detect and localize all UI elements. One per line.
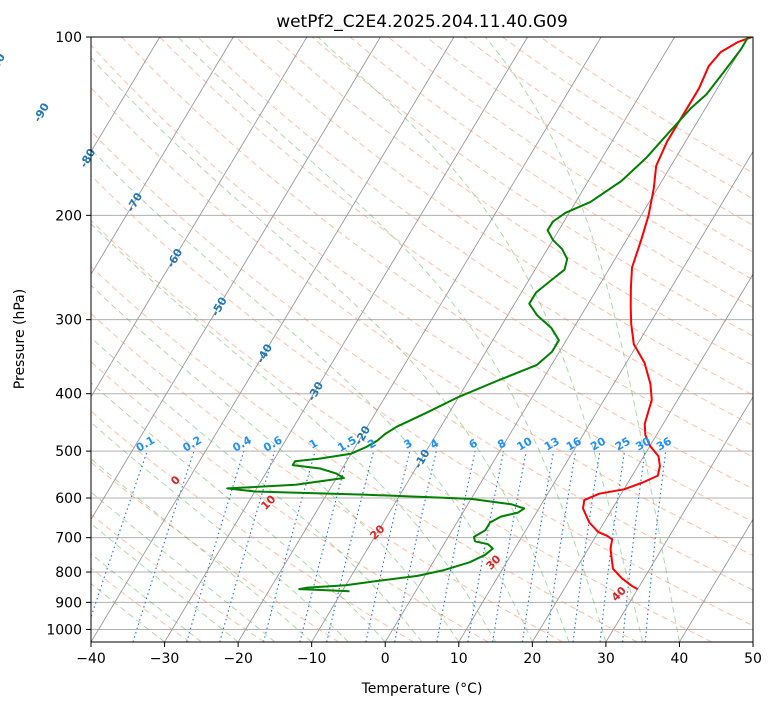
moist-adiabat-line bbox=[91, 421, 349, 642]
x-tick-label: 30 bbox=[597, 651, 615, 667]
y-tick-label: 100 bbox=[55, 30, 82, 46]
dry-adiabat-line bbox=[387, 37, 753, 281]
y-axis-ticks: 100 200 300 400 500 600 700 800 900 1000 bbox=[46, 30, 91, 638]
mixing-ratio-line bbox=[572, 451, 601, 642]
mixing-ratio-line bbox=[521, 451, 555, 642]
chart-title: wetPf2_C2E4.2025.204.11.40.G09 bbox=[276, 12, 568, 32]
moist-adiabat-line bbox=[91, 223, 497, 642]
moist-adiabat-line bbox=[317, 37, 644, 642]
y-tick-label: 300 bbox=[55, 313, 82, 329]
moist-adiabat-line bbox=[91, 56, 570, 642]
isotherm-line bbox=[91, 37, 381, 521]
isotherm-line bbox=[91, 37, 455, 642]
isotherm-line bbox=[384, 37, 749, 642]
mixing-ratio-line bbox=[436, 450, 476, 642]
plot-frame bbox=[90, 36, 754, 643]
dry-adiabat-lines bbox=[91, 37, 753, 642]
isotherm-line bbox=[458, 150, 753, 642]
mixing-ratio-line bbox=[467, 450, 505, 642]
y-tick-label: 800 bbox=[55, 565, 82, 581]
mixing-ratio-line bbox=[219, 450, 276, 642]
dry-adiabat-line bbox=[91, 44, 753, 523]
dry-adiabat-line bbox=[91, 513, 265, 642]
y-tick-label: 700 bbox=[55, 531, 82, 547]
moist-adiabat-line bbox=[91, 336, 423, 642]
x-axis-ticks: −40 −30 −20 −10 0 10 20 30 40 50 bbox=[76, 642, 762, 667]
isotherm-line bbox=[164, 37, 528, 642]
pressure-gridlines bbox=[91, 37, 753, 630]
y-tick-label: 400 bbox=[55, 387, 82, 403]
isotherm-line bbox=[91, 37, 234, 276]
mixing-ratio-line bbox=[91, 450, 148, 619]
x-tick-label: 20 bbox=[523, 651, 541, 667]
isotherm-line bbox=[679, 518, 753, 642]
isotherm-line bbox=[237, 37, 602, 642]
y-tick-label: 1000 bbox=[46, 622, 82, 638]
sounding-series bbox=[226, 37, 753, 593]
isotherm-line bbox=[91, 37, 308, 398]
isotherm-line bbox=[91, 37, 161, 153]
moist-adiabat-line bbox=[91, 284, 460, 642]
isotherm-line bbox=[605, 395, 753, 642]
dry-adiabat-line bbox=[91, 87, 753, 557]
mixing-ratio-line bbox=[546, 451, 577, 642]
moist-adiabat-line bbox=[484, 37, 680, 642]
dry-adiabat-line bbox=[91, 219, 713, 642]
dry-adiabat-line bbox=[91, 130, 753, 591]
temperature-profile-line bbox=[582, 37, 753, 590]
mixing-ratio-lines bbox=[91, 450, 667, 642]
mixing-ratio-line bbox=[644, 451, 667, 642]
dry-adiabat-line bbox=[121, 37, 753, 490]
dry-adiabat-line bbox=[91, 567, 190, 642]
x-tick-label: 10 bbox=[450, 651, 468, 667]
x-axis-label: Temperature (°C) bbox=[361, 681, 483, 697]
plot-area bbox=[91, 37, 753, 642]
dry-adiabat-line bbox=[91, 174, 753, 627]
x-tick-label: 50 bbox=[744, 651, 762, 667]
mixing-ratio-line bbox=[186, 450, 245, 642]
isotherm-line bbox=[311, 37, 676, 642]
y-tick-label: 500 bbox=[55, 444, 82, 460]
y-tick-label: 900 bbox=[55, 595, 82, 611]
x-tick-label: −40 bbox=[76, 651, 106, 667]
mixing-ratio-line bbox=[599, 451, 626, 642]
moist-adiabat-line bbox=[91, 382, 386, 642]
mixing-ratio-line bbox=[622, 451, 646, 642]
x-tick-label: −10 bbox=[297, 651, 327, 667]
x-tick-label: 40 bbox=[671, 651, 689, 667]
x-tick-label: 0 bbox=[381, 651, 390, 667]
moist-adiabat-line bbox=[177, 37, 607, 642]
y-tick-label: 200 bbox=[55, 208, 82, 224]
isotherm-line bbox=[531, 273, 753, 642]
dewpoint-profile-line bbox=[226, 37, 750, 593]
dry-adiabat-line bbox=[197, 37, 753, 427]
mixing-ratio-line bbox=[492, 450, 527, 642]
dry-adiabat-line bbox=[91, 361, 489, 642]
dry-adiabat-line bbox=[235, 37, 753, 396]
dry-adiabat-line bbox=[349, 37, 753, 309]
x-tick-label: −30 bbox=[150, 651, 180, 667]
y-axis-label: Pressure (hPa) bbox=[12, 289, 28, 389]
dry-adiabat-line bbox=[91, 410, 414, 642]
isotherm-lines bbox=[91, 37, 753, 642]
x-tick-label: −20 bbox=[223, 651, 253, 667]
moist-adiabat-line bbox=[91, 148, 533, 642]
moist-adiabat-lines bbox=[91, 37, 680, 642]
mixing-ratio-line bbox=[132, 450, 195, 642]
y-tick-label: 600 bbox=[55, 491, 82, 507]
